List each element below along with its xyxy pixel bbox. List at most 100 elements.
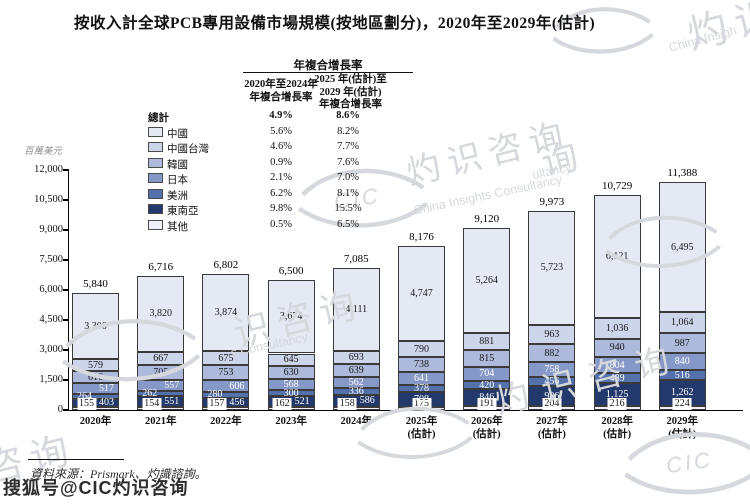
x-axis-year: 2022年 [210,416,242,427]
segment-label-韓國: 616 [88,371,103,383]
bar-segment-中國 [267,280,315,354]
segment-label-東南亞: 846 [479,392,495,404]
cagr-col2-line2: 2029 年(估計) [319,86,382,98]
page-title: 按收入計全球PCB專用設備市場規模(按地區劃分)，2020年至2029年(估計) [74,15,596,32]
bar-segment-中國台灣 [202,351,250,365]
x-axis-label: 2022年 [194,415,258,428]
segment-label-韓國: 738 [414,359,429,371]
x-axis-label: 2029年 (估計) [650,415,714,441]
source-separator-line [28,459,124,461]
segment-label-美洲: 264 [77,390,92,402]
cagr-col2-line1: 2025 年(估計)至 [314,74,387,85]
bar-segment-美洲 [137,390,185,396]
legend-label: 總計 [148,113,169,124]
segment-label-東南亞: 586 [359,395,375,407]
segment-label-日本: 641 [414,372,429,384]
segment-label-韓國: 705 [153,366,169,378]
y-axis-tick [62,289,69,291]
legend-row: 東南亞 9.8% 15.5% [148,203,408,217]
bar-segment-韓國 [267,366,315,379]
legend-swatch [148,142,163,152]
bar-segment-美洲 [332,388,380,396]
bar-total-label: 9,973 [539,195,565,208]
bar-segment-日本 [398,371,445,385]
bar-total-label: 11,388 [667,167,698,180]
bar-segment-中國 [332,268,380,351]
y-axis-tick-label: 6,000 [39,283,63,295]
bar-segment-中國台灣 [463,332,511,351]
segment-label-日本: 562 [348,377,364,389]
y-axis-tick-label: 4,500 [39,313,63,325]
x-axis-year: 2029年 [666,416,699,427]
segment-label-其他: 155 [77,397,96,410]
cagr-col1-header: 2020年至2024年 年複合增長率 [233,79,329,104]
bar-total-label: 6,500 [278,265,304,277]
bar-segment-中國台灣 [528,325,576,345]
legend-label: 韓國 [167,159,188,171]
x-axis-year: 2023年 [275,416,307,427]
segment-label-中國台灣: 1,036 [605,322,629,334]
bar-segment-中國台灣 [658,312,706,334]
legend-label: 東南亞 [167,206,199,217]
legend-swatch [148,188,163,199]
x-axis-label: 2026年 (估計) [455,415,519,441]
y-axis-tick [62,379,69,381]
bar-segment-韓國 [528,344,576,362]
segment-label-東南亞: 708 [414,393,429,405]
segment-label-美洲: 262 [142,387,158,399]
legend-swatch [148,157,163,168]
segment-label-日本: 517 [99,382,114,394]
bar-segment-日本 [332,377,380,389]
segment-label-中國台灣: 1,064 [671,317,694,329]
x-axis-label: 2024年 [324,415,388,428]
bar-total-label: 10,729 [601,180,633,193]
x-axis-year: 2024年 [340,416,373,427]
bar-total-label: 9,120 [474,212,500,225]
segment-label-日本: 758 [544,364,560,375]
segment-label-美洲: 300 [283,387,299,399]
segment-label-東南亞: 1,125 [605,388,629,400]
bar-segment-日本 [463,366,511,381]
legend-label: 中國 [167,128,188,140]
bar-segment-中國台灣 [398,341,445,358]
x-axis-year: 2026年 [470,416,503,427]
segment-label-美洲: 280 [207,389,223,401]
bar-segment-美洲 [658,369,706,381]
cagr-2020-2024-value: 4.6% [270,141,292,152]
segment-label-中國: 6,121 [605,251,629,263]
legend-swatch [148,173,163,183]
x-axis-year: 2020年 [79,416,112,427]
source-note: 資料來源：Prismark、灼識諮詢。 [30,467,207,481]
y-axis-tick [62,229,69,231]
bar-segment-中國台灣 [332,350,380,365]
legend-row: 韓國 0.9% 7.6% [148,156,408,171]
bar-segment-日本 [593,357,641,374]
bar-segment-中國 [528,210,576,326]
cagr-2025-2029-value: 6.5% [337,218,359,230]
cagr-col1-line1: 2020年至2024年 [244,79,318,90]
segment-label-中國: 3,820 [149,308,172,320]
x-axis-label: 2023年 [259,415,323,428]
segment-label-美洲: 336 [348,386,364,398]
legend-row: 中國台灣 4.6% 7.7% [148,141,408,155]
bar-segment-韓國 [593,338,641,358]
x-axis-label: 2020年 [64,415,128,428]
segment-label-美洲: 456 [544,376,560,388]
segment-label-其他: 224 [672,397,692,410]
segment-label-韓國: 815 [479,353,495,365]
x-axis-year: 2028年 [601,416,633,427]
watermark-cn-topright: 灼识 [683,0,750,58]
y-axis-tick-label: 1,500 [39,373,63,385]
bar-segment-美洲 [528,377,576,387]
legend-swatch [148,219,163,230]
segment-label-中國: 4,747 [410,288,433,300]
segment-label-美洲: 378 [414,383,429,395]
segment-label-中國: 5,723 [540,262,564,274]
legend-label: 日本 [167,175,188,186]
cagr-2020-2024-value: 0.9% [270,156,292,168]
cagr-table-underline [243,72,413,74]
segment-label-中國台灣: 667 [153,353,169,365]
segment-label-其他: 175 [412,397,431,410]
segment-label-日本: 606 [229,380,245,392]
